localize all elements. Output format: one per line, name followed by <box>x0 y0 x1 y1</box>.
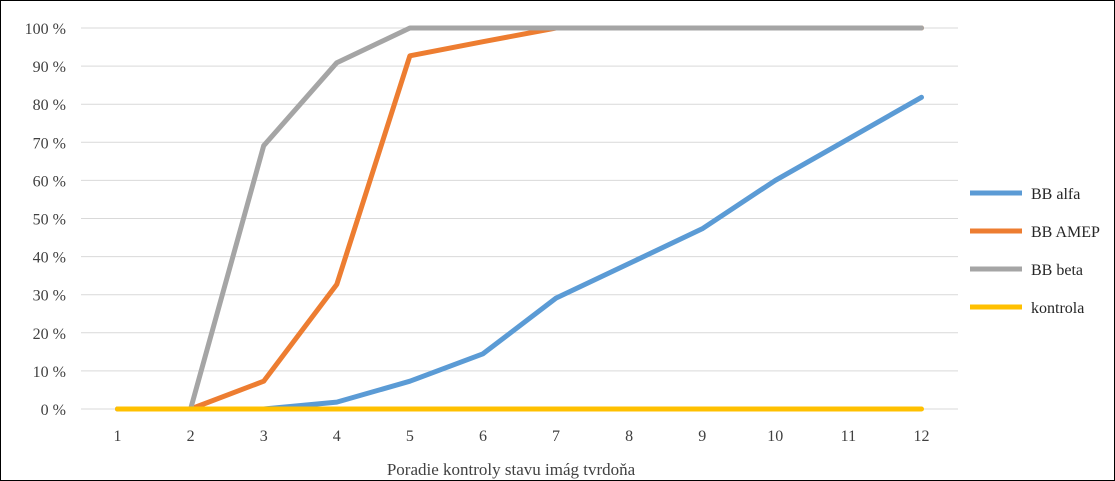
y-tick-label: 30 % <box>33 288 66 305</box>
y-tick-label: 100 % <box>25 21 66 38</box>
y-tick-label: 50 % <box>33 212 66 229</box>
series-line-bb-alfa <box>118 97 922 409</box>
legend: BB alfa BB AMEP BB beta kontrola <box>970 186 1100 317</box>
y-tick-label: 60 % <box>33 173 66 190</box>
legend-label-bb-alfa: BB alfa <box>1031 186 1080 203</box>
x-tick-label: 1 <box>114 428 122 445</box>
y-axis-ticks: 0 % 10 % 20 % 30 % 40 % 50 % 60 % 70 % 80 % 90 % 1… <box>25 21 66 419</box>
x-tick-label: 3 <box>260 428 268 445</box>
x-tick-label: 4 <box>333 428 341 445</box>
x-tick-label: 8 <box>625 428 633 445</box>
legend-label-kontrola: kontrola <box>1031 300 1084 317</box>
y-tick-label: 10 % <box>33 364 66 381</box>
y-tick-label: 80 % <box>33 97 66 114</box>
y-tick-label: 90 % <box>33 59 66 76</box>
x-tick-label: 7 <box>552 428 560 445</box>
x-axis-ticks: 1 2 3 4 5 6 7 8 9 10 11 12 <box>114 428 930 445</box>
x-tick-label: 9 <box>698 428 706 445</box>
x-tick-label: 5 <box>406 428 414 445</box>
legend-label-bb-amep: BB AMEP <box>1031 224 1100 241</box>
y-tick-label: 40 % <box>33 250 66 267</box>
x-tick-label: 6 <box>479 428 487 445</box>
y-tick-label: 20 % <box>33 326 66 343</box>
x-tick-label: 11 <box>841 428 856 445</box>
y-tick-label: 70 % <box>33 135 66 152</box>
x-tick-label: 10 <box>767 428 783 445</box>
x-axis-title: Poradie kontroly stavu imág tvrdoňa <box>387 460 636 479</box>
x-tick-label: 2 <box>187 428 195 445</box>
legend-label-bb-beta: BB beta <box>1031 262 1083 279</box>
gridlines <box>81 28 958 409</box>
y-tick-label: 0 % <box>41 402 66 419</box>
x-tick-label: 12 <box>913 428 929 445</box>
